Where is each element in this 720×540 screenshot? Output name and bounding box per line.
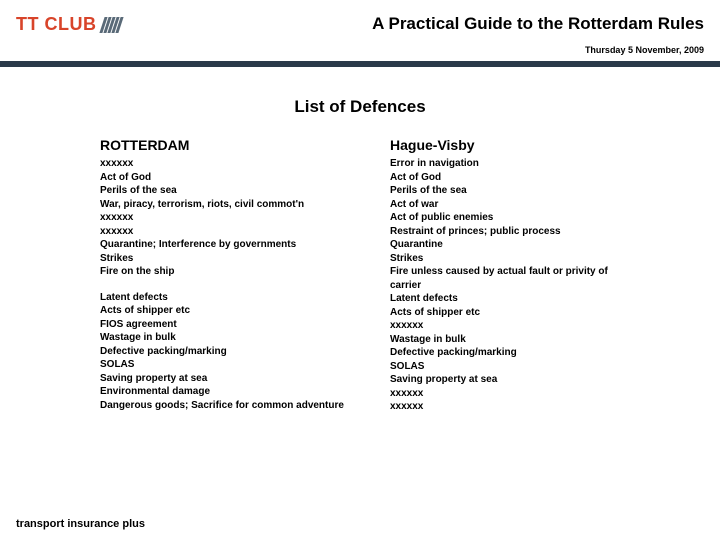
list-item: SOLAS (100, 358, 350, 372)
list-item: SOLAS (390, 360, 640, 374)
logo: TT CLUB (16, 14, 121, 35)
columns: ROTTERDAM xxxxxxAct of GodPerils of the … (0, 137, 720, 414)
spacer (100, 279, 350, 291)
list-item: Act of God (390, 171, 640, 185)
list-item: Restraint of princes; public process (390, 225, 640, 239)
list-item: Environmental damage (100, 385, 350, 399)
list-item: Fire on the ship (100, 265, 350, 279)
list-item: Quarantine; Interference by governments (100, 238, 350, 252)
list-item: Saving property at sea (390, 373, 640, 387)
page-title: A Practical Guide to the Rotterdam Rules (161, 14, 704, 34)
list-item: FIOS agreement (100, 318, 350, 332)
list-item: Saving property at sea (100, 372, 350, 386)
list-item: Acts of shipper etc (100, 304, 350, 318)
list-left-b: Latent defectsActs of shipper etcFIOS ag… (100, 291, 350, 413)
list-item: War, piracy, terrorism, riots, civil com… (100, 198, 350, 212)
list-item: xxxxxx (390, 387, 640, 401)
column-heading-right: Hague-Visby (390, 137, 640, 153)
list-item: Latent defects (100, 291, 350, 305)
list-item: xxxxxx (390, 319, 640, 333)
list-item: Strikes (100, 252, 350, 266)
list-item: xxxxxx (390, 400, 640, 414)
list-item: Wastage in bulk (390, 333, 640, 347)
list-item: Strikes (390, 252, 640, 266)
list-item: Latent defects (390, 292, 640, 306)
list-item: Perils of the sea (100, 184, 350, 198)
list-item: Error in navigation (390, 157, 640, 171)
list-item: Act of public enemies (390, 211, 640, 225)
list-right: Error in navigationAct of GodPerils of t… (390, 157, 640, 414)
footer-text: transport insurance plus (16, 518, 145, 530)
list-item: xxxxxx (100, 211, 350, 225)
list-left-a: xxxxxxAct of GodPerils of the seaWar, pi… (100, 157, 350, 279)
divider-bar (0, 61, 720, 67)
list-item: Wastage in bulk (100, 331, 350, 345)
list-item: Acts of shipper etc (390, 306, 640, 320)
date: Thursday 5 November, 2009 (0, 41, 720, 59)
list-item: Defective packing/marking (100, 345, 350, 359)
list-item: Defective packing/marking (390, 346, 640, 360)
column-rotterdam: ROTTERDAM xxxxxxAct of GodPerils of the … (100, 137, 350, 414)
column-hague-visby: Hague-Visby Error in navigationAct of Go… (390, 137, 640, 414)
list-item: xxxxxx (100, 157, 350, 171)
list-item: Perils of the sea (390, 184, 640, 198)
list-item: Fire unless caused by actual fault or pr… (390, 265, 640, 292)
logo-mark-icon (100, 17, 124, 33)
list-item: Act of war (390, 198, 640, 212)
header: TT CLUB A Practical Guide to the Rotterd… (0, 0, 720, 41)
list-item: Act of God (100, 171, 350, 185)
list-item: xxxxxx (100, 225, 350, 239)
column-heading-left: ROTTERDAM (100, 137, 350, 153)
list-item: Dangerous goods; Sacrifice for common ad… (100, 399, 350, 413)
list-item: Quarantine (390, 238, 640, 252)
logo-text: TT CLUB (16, 14, 96, 35)
section-title: List of Defences (0, 97, 720, 117)
